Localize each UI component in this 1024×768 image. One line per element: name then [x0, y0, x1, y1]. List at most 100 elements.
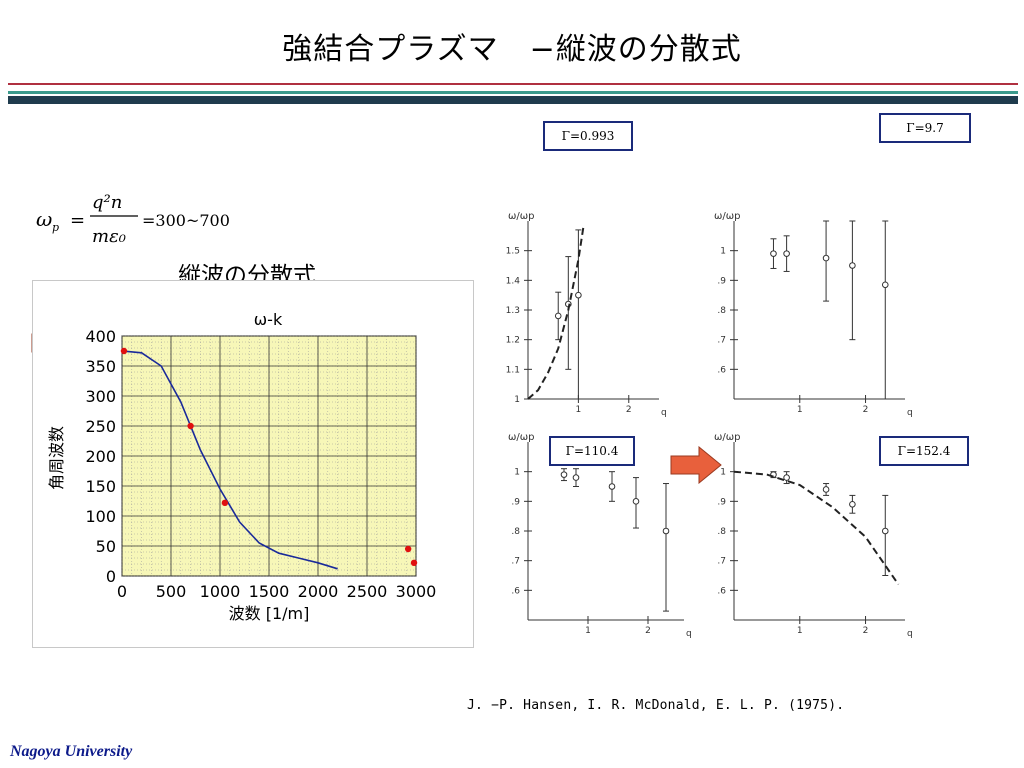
gamma-label-2: Γ=9.7 — [879, 113, 971, 143]
panel-x-axis-label: q — [907, 629, 913, 639]
data-point — [410, 559, 418, 566]
measured-point — [881, 527, 889, 535]
panel-y-axis-label: ω/ωp — [714, 211, 740, 222]
data-point — [120, 347, 128, 355]
panel-y-tick-label: 1 — [720, 468, 726, 478]
panel-y-tick-label: .8 — [511, 527, 520, 537]
measured-point — [662, 527, 670, 535]
panel-x-tick-label: 2 — [645, 626, 651, 636]
data-point — [221, 499, 229, 506]
reference-citation: J. −P. Hansen, I. R. McDonald, E. L. P. … — [467, 698, 845, 713]
y-tick-label: 0 — [106, 567, 116, 586]
data-point — [404, 545, 412, 553]
tick-labels: 0 500 1000 1500 2000 2500 3000 0 50 100 150 200 250 3… — [85, 327, 436, 601]
panel-y-tick-label: .6 — [511, 586, 520, 596]
theory-dashed-curve — [733, 470, 900, 585]
y-tick-label: 150 — [85, 477, 116, 496]
panel-y-tick-label: 1 — [514, 395, 520, 405]
panel-y-axis-label: ω/ωp — [508, 432, 534, 443]
formula-lhs: ω — [36, 207, 52, 231]
panel-x-tick-label: 1 — [576, 405, 582, 415]
measured-point — [770, 250, 777, 257]
y-tick-label: 250 — [85, 417, 116, 436]
panel-y-tick-label: 1 — [720, 247, 726, 257]
measured-point — [822, 486, 830, 493]
measured-point — [632, 498, 640, 505]
x-tick-label: 1500 — [249, 582, 290, 601]
panel-y-tick-label: .7 — [717, 336, 726, 346]
panel-y-tick-label: .6 — [717, 586, 726, 596]
data-point — [187, 422, 194, 430]
dispersion-panel-gamma-0-993: ω/ωp 1 1.1 1.2 1.3 1.4 1.5 1 2 q — [506, 211, 667, 418]
theory-dashed-curve — [527, 226, 585, 400]
panel-y-tick-label: .9 — [717, 276, 726, 286]
dispersion-panel-gamma-9-7: ω/ωp .6 .7 .8 .9 1 1 2 q — [714, 211, 913, 418]
panel-y-tick-label: .9 — [511, 497, 520, 507]
x-axis-label: 波数 [1/m] — [229, 604, 310, 623]
panel-y-tick-label: .9 — [717, 497, 726, 507]
x-tick-label: 1000 — [200, 582, 241, 601]
dispersion-curve — [121, 350, 338, 570]
plasma-frequency-formula: ω p = q²n mε₀ — [36, 184, 146, 248]
formula-value: =300~700 — [142, 211, 230, 230]
y-tick-label: 350 — [85, 357, 116, 376]
chart-title: ω-k — [254, 310, 283, 329]
x-tick-label: 3000 — [396, 582, 437, 601]
panel-x-tick-label: 1 — [585, 626, 591, 636]
dispersion-panel-gamma-152-4: ω/ωp .6 .7 .8 .9 1 1 2 q — [714, 432, 913, 639]
y-axis-label: 角周波数 — [47, 426, 66, 490]
y-tick-label: 300 — [85, 387, 116, 406]
measured-point — [822, 254, 830, 262]
x-tick-label: 500 — [156, 582, 187, 601]
footer-institution: Nagoya University — [10, 743, 133, 760]
panel-x-tick-label: 2 — [626, 405, 632, 415]
panel-y-tick-label: .8 — [717, 527, 726, 537]
panel-y-tick-label: 1.2 — [506, 336, 520, 346]
panel-y-tick-label: 1.3 — [506, 306, 520, 316]
formula-denominator: mε₀ — [92, 226, 126, 247]
panel-y-tick-label: .6 — [717, 365, 726, 375]
measured-point — [575, 291, 582, 299]
dispersion-panel-gamma-110-4: ω/ωp .6 .7 .8 .9 1 1 2 q — [508, 432, 692, 639]
y-tick-label: 100 — [85, 507, 116, 526]
panel-y-tick-label: .8 — [717, 306, 726, 316]
panel-x-tick-label: 1 — [797, 626, 803, 636]
gamma-label-1: Γ=0.993 — [543, 121, 633, 151]
panel-x-tick-label: 2 — [863, 405, 869, 415]
y-tick-label: 200 — [85, 447, 116, 466]
measured-point — [608, 483, 616, 490]
right-arrow-icon — [669, 445, 723, 488]
panel-y-tick-label: 1.4 — [506, 276, 521, 286]
panel-y-tick-label: .7 — [511, 557, 520, 567]
measured-point — [572, 474, 580, 481]
measured-point — [554, 312, 562, 320]
formula-numerator: q²n — [92, 192, 122, 213]
measured-point — [783, 250, 790, 257]
measured-point — [849, 501, 856, 508]
slide-title: 強結合プラズマ −縦波の分散式 — [282, 32, 742, 67]
header-rule-teal — [8, 91, 1018, 94]
measured-point — [881, 281, 889, 289]
gamma-label-4: Γ=152.4 — [879, 436, 969, 466]
panel-y-tick-label: 1.5 — [506, 247, 520, 257]
panel-x-axis-label: q — [686, 629, 692, 639]
formula-equals: = — [70, 210, 85, 231]
panel-x-tick-label: 1 — [797, 405, 803, 415]
plot-grid — [121, 335, 417, 577]
x-tick-label: 2000 — [298, 582, 339, 601]
formula-graphic: ω p = q²n mε₀ — [36, 192, 138, 247]
measured-point — [783, 474, 790, 481]
panel-y-axis-label: ω/ωp — [714, 432, 740, 443]
header-rule-red — [8, 83, 1018, 85]
panel-x-axis-label: q — [907, 408, 913, 418]
y-tick-label: 400 — [85, 327, 116, 346]
data-points — [120, 347, 418, 566]
header-rule-dark — [8, 96, 1018, 104]
panel-x-axis-label: q — [661, 408, 667, 418]
measured-point — [849, 262, 856, 269]
omega-k-chart: ω-k 0 500 1000 1500 2000 2500 3000 0 50 100 150 200… — [32, 280, 474, 648]
panel-y-axis-label: ω/ωp — [508, 211, 534, 222]
gamma-label-3: Γ=110.4 — [549, 436, 635, 466]
formula-lhs-sub: p — [52, 221, 59, 234]
right-arrow-shape — [670, 445, 722, 485]
